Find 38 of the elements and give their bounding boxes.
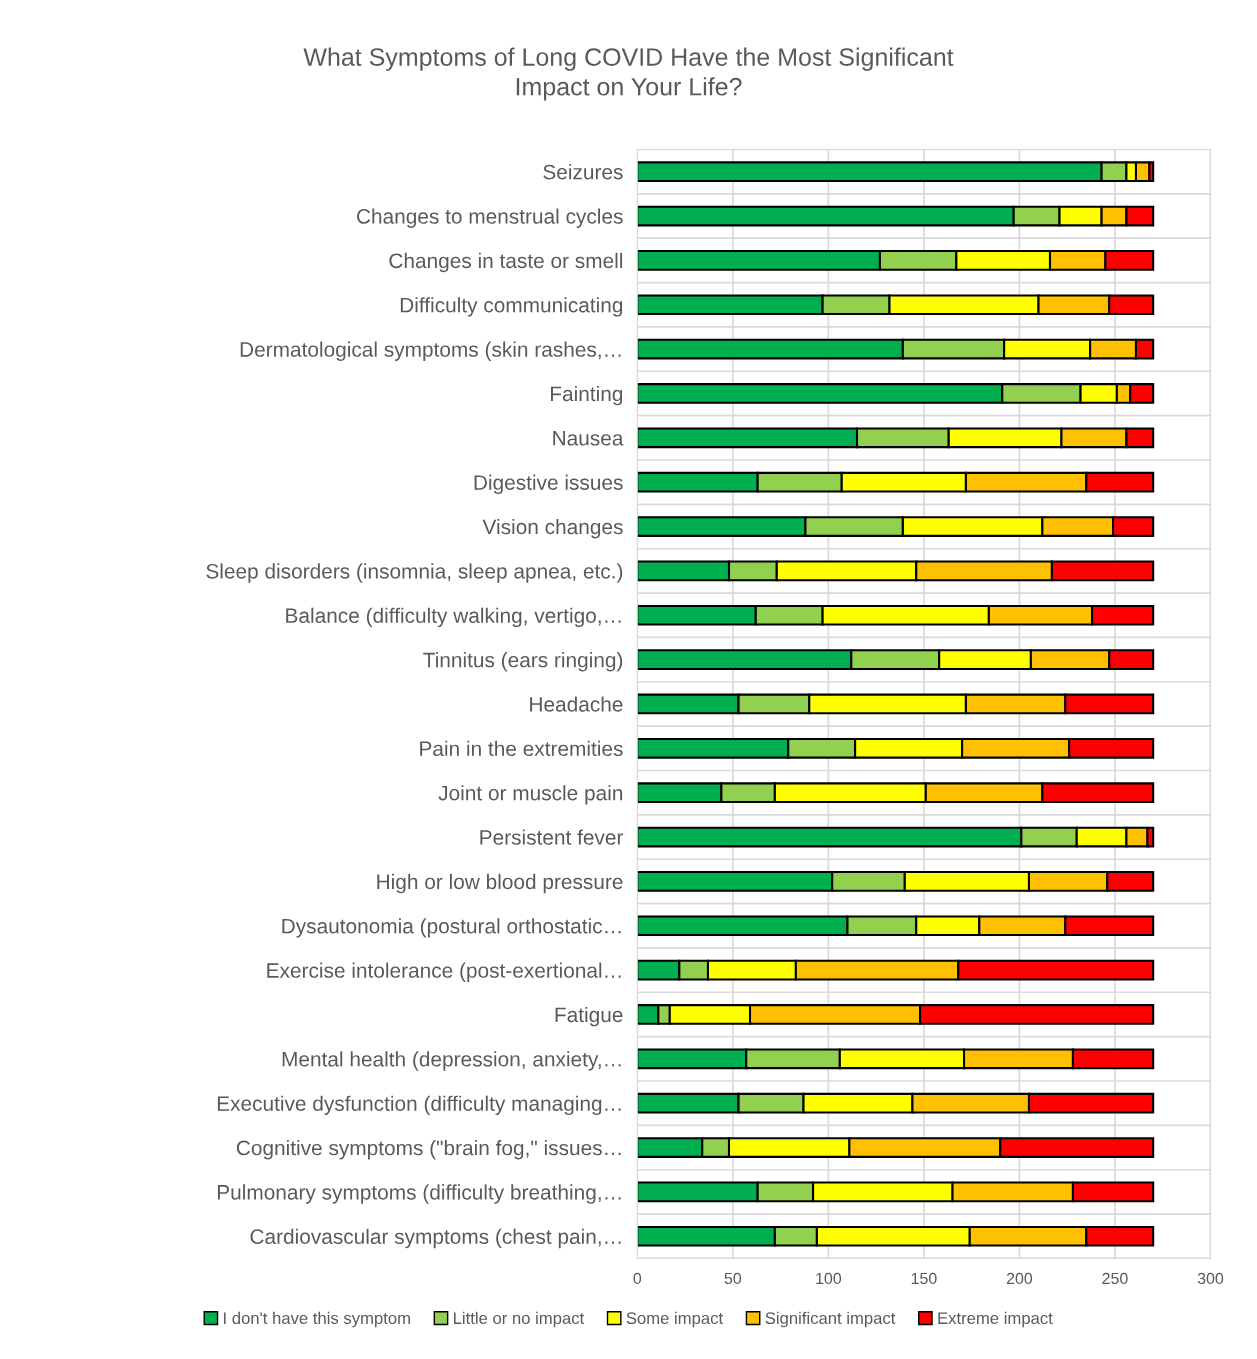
y-tick-label: Persistent fever	[480, 829, 624, 845]
y-tick-label: Changes in taste or smell	[389, 252, 623, 273]
y-tick-label: Exercise intolerance (post-exertional…	[267, 962, 621, 982]
legend-label: I don't have this symptom	[224, 1311, 410, 1328]
y-tick-label: High or low blood pressure	[377, 873, 623, 894]
legend-label: Some impact	[626, 1311, 723, 1328]
legend-label: Little or no impact	[454, 1311, 585, 1328]
y-tick-label: Dysautonomia (postural orthostatic…	[282, 918, 621, 938]
y-tick-label: Vision changes	[482, 518, 623, 539]
y-tick-label: Mental health (depression, anxiety,…	[282, 1051, 621, 1071]
chart-title: What Symptoms of Long COVID Have the Most Significant Impact on Your Life?	[303, 47, 954, 101]
y-tick-label: Fainting	[551, 385, 623, 406]
y-tick-label: Nausea	[553, 431, 624, 446]
y-tick-label: Seizures	[543, 164, 623, 180]
y-tick-label: Cardiovascular symptoms (chest pain,…	[250, 1228, 621, 1249]
y-tick-label: Digestive issues	[474, 474, 623, 495]
x-tick-label: 250	[1102, 1272, 1128, 1285]
x-tick-label: 150	[911, 1272, 937, 1285]
x-tick-label: 100	[816, 1272, 842, 1285]
y-tick-label: Executive dysfunction (difficulty managing…	[217, 1095, 621, 1116]
y-tick-label: Tinnitus (ears ringing)	[423, 652, 623, 672]
x-tick-label: 50	[724, 1272, 742, 1285]
y-tick-label: Fatigue	[555, 1006, 623, 1027]
y-tick-label: Difficulty communicating	[400, 297, 623, 317]
legend-label: Extreme impact	[938, 1311, 1053, 1328]
y-tick-label: Changes to menstrual cycles	[357, 208, 623, 228]
legend-label: Significant impact	[765, 1311, 896, 1328]
y-tick-label: Pulmonary symptoms (difficulty breathing,…	[217, 1184, 621, 1204]
x-tick-label: 200	[1006, 1272, 1033, 1285]
y-tick-label: Balance (difficulty walking, vertigo,…	[286, 607, 621, 628]
y-tick-label: Headache	[530, 696, 623, 712]
x-tick-label: 300	[1197, 1272, 1224, 1285]
y-tick-label: Dermatological symptoms (skin rashes,…	[240, 341, 621, 361]
y-tick-label: Joint or muscle pain	[438, 785, 623, 805]
y-tick-label: Cognitive symptoms ("brain fog," issues…	[236, 1139, 621, 1160]
x-tick-label: 0	[633, 1272, 642, 1285]
y-tick-label: Pain in the extremities	[420, 740, 623, 757]
y-tick-label: Sleep disorders (insomnia, sleep apnea, etc.)	[206, 563, 623, 583]
